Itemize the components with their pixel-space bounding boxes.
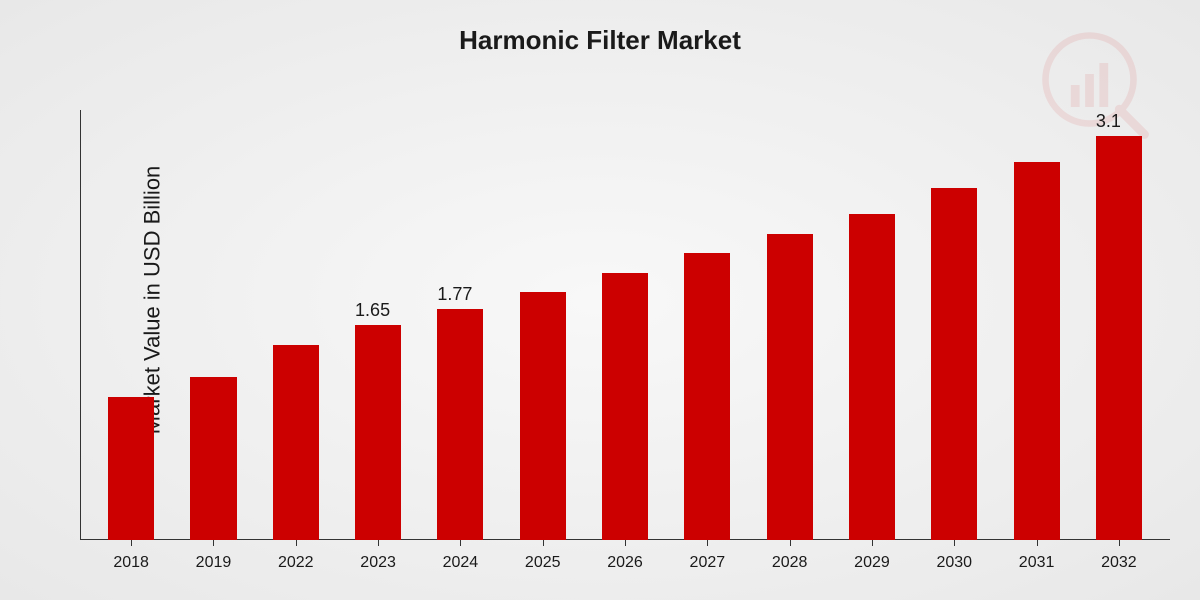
- bar: [767, 234, 813, 540]
- x-tick: [1037, 540, 1038, 546]
- x-tick-label: 2022: [255, 554, 337, 572]
- bar-wrap: 3.1: [1078, 110, 1160, 540]
- x-tick-label: 2019: [172, 554, 254, 572]
- x-tick: [131, 540, 132, 546]
- bar-wrap: [584, 110, 666, 540]
- x-tick: [543, 540, 544, 546]
- x-tick: [625, 540, 626, 546]
- bar-wrap: [255, 110, 337, 540]
- bar: [931, 188, 977, 540]
- bar-value-label: 1.77: [437, 284, 472, 305]
- x-tick-label: 2030: [913, 554, 995, 572]
- bar: 1.77: [437, 309, 483, 540]
- x-tick-label: 2023: [337, 554, 419, 572]
- x-tick: [296, 540, 297, 546]
- bar-wrap: [666, 110, 748, 540]
- bars-container: 1.65 1.77 3.1: [80, 110, 1170, 540]
- bar-value-label: 3.1: [1096, 111, 1121, 132]
- x-tick-label: 2025: [502, 554, 584, 572]
- x-labels-container: 2018201920222023202420252026202720282029…: [80, 554, 1170, 572]
- bar-wrap: [995, 110, 1077, 540]
- chart-title: Harmonic Filter Market: [0, 25, 1200, 56]
- bar: [520, 292, 566, 540]
- x-tick: [1119, 540, 1120, 546]
- bar: [1014, 162, 1060, 540]
- bar: [602, 273, 648, 540]
- bar: [684, 253, 730, 540]
- plot-area: 1.65 1.77 3.1: [80, 110, 1170, 540]
- bar-wrap: [913, 110, 995, 540]
- bar-wrap: 1.65: [337, 110, 419, 540]
- bar-wrap: 1.77: [419, 110, 501, 540]
- bar-wrap: [831, 110, 913, 540]
- x-tick: [790, 540, 791, 546]
- x-tick-label: 2026: [584, 554, 666, 572]
- x-tick-label: 2032: [1078, 554, 1160, 572]
- bar-wrap: [502, 110, 584, 540]
- x-tick-label: 2029: [831, 554, 913, 572]
- bar: [190, 377, 236, 540]
- bar: 1.65: [355, 325, 401, 540]
- bar: [849, 214, 895, 540]
- x-tick: [378, 540, 379, 546]
- bar-wrap: [90, 110, 172, 540]
- x-tick: [954, 540, 955, 546]
- bar: 3.1: [1096, 136, 1142, 540]
- bar: [108, 397, 154, 540]
- x-tick: [460, 540, 461, 546]
- x-tick-label: 2027: [666, 554, 748, 572]
- x-tick: [213, 540, 214, 546]
- x-tick: [707, 540, 708, 546]
- x-tick-label: 2028: [749, 554, 831, 572]
- x-tick-label: 2024: [419, 554, 501, 572]
- x-tick-label: 2031: [995, 554, 1077, 572]
- bar: [273, 345, 319, 540]
- x-tick-label: 2018: [90, 554, 172, 572]
- bar-wrap: [172, 110, 254, 540]
- bar-wrap: [749, 110, 831, 540]
- x-tick: [872, 540, 873, 546]
- bar-value-label: 1.65: [355, 300, 390, 321]
